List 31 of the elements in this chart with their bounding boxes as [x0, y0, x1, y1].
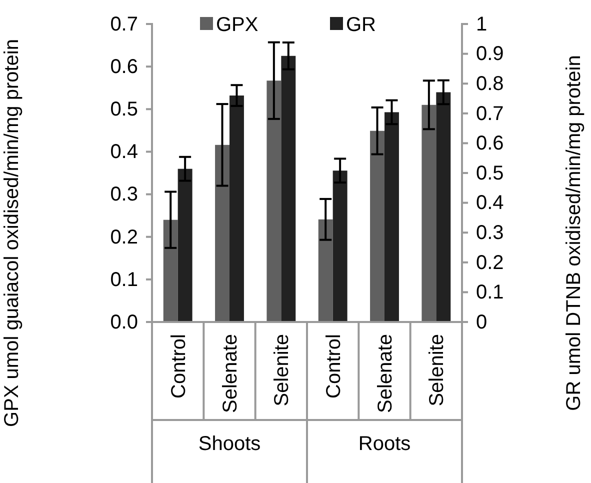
- x-tick-label: Selenate: [374, 334, 396, 413]
- y2-tick-label: 0.6: [476, 132, 504, 155]
- y2-tick-label: 0.5: [476, 162, 504, 184]
- legend-label: GR: [346, 14, 376, 36]
- y2-tick-label: 0.1: [476, 282, 504, 304]
- y2-tick-label: 1: [476, 13, 488, 36]
- y-tick-label: 0.2: [110, 226, 138, 248]
- text: Roots: [358, 433, 411, 455]
- y-tick-label: 0.4: [110, 141, 138, 164]
- legend-label: GPX: [216, 14, 258, 36]
- y-axis-title: GPX umol guaiacol oxidised/min/mg protein: [1, 39, 23, 427]
- y-tick-label: 0.7: [110, 13, 138, 36]
- x-tick-label: Selenate: [220, 334, 242, 413]
- y2-tick-label: 0.7: [476, 102, 504, 125]
- x-tick-label: Control: [322, 334, 345, 398]
- y-tick-label: 0.0: [110, 311, 138, 334]
- y2-tick-label: 0.9: [476, 43, 504, 66]
- y-tick-label: 0.3: [110, 184, 138, 206]
- y2-axis-title: GR umol DTNB oxidised/min/mg protein: [563, 55, 585, 411]
- y2-tick-label: 0.2: [476, 252, 504, 274]
- y2-tick-label: 0.3: [476, 222, 504, 244]
- y2-tick-label: 0.4: [476, 192, 504, 214]
- y2-tick-label: 0.8: [476, 73, 504, 95]
- text: Shoots: [198, 433, 261, 455]
- y-tick-label: 0.6: [110, 56, 138, 78]
- y-tick-label: 0.1: [110, 268, 138, 291]
- y2-tick-label: 0: [476, 311, 488, 334]
- x-tick-label: Selenite: [271, 334, 294, 406]
- x-tick-label: Control: [168, 334, 190, 398]
- x-tick-label: Selenite: [426, 334, 448, 406]
- y-tick-label: 0.5: [110, 98, 138, 121]
